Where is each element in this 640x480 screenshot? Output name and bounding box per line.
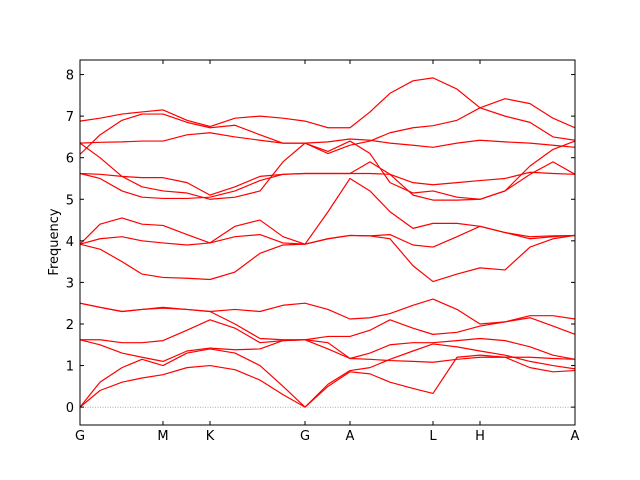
y-tick-label: 8 <box>66 69 74 84</box>
band-line <box>79 339 576 363</box>
band-line <box>79 140 576 200</box>
x-tick-label: G <box>300 429 310 444</box>
band-line <box>79 113 576 155</box>
band-line <box>79 177 576 245</box>
band-line <box>79 343 576 408</box>
y-tick-label: 2 <box>66 318 74 333</box>
band-line <box>79 77 576 129</box>
y-tick-label: 7 <box>66 110 74 125</box>
band-line <box>79 107 576 155</box>
y-tick-label: 4 <box>66 235 74 250</box>
x-tick-label: G <box>75 429 85 444</box>
y-tick-label: 5 <box>66 193 74 208</box>
x-tick-label: K <box>206 429 215 444</box>
x-tick-label: L <box>429 429 437 444</box>
x-tick-label: A <box>571 429 580 444</box>
x-tick-label: A <box>346 429 355 444</box>
band-line <box>80 319 576 360</box>
y-tick-label: 0 <box>66 401 74 416</box>
y-tick-label: 1 <box>66 360 74 375</box>
band-line <box>79 298 576 325</box>
x-tick-label: H <box>475 429 485 444</box>
band-line <box>79 354 576 408</box>
y-tick-label: 3 <box>66 276 74 291</box>
x-tick-label: M <box>157 429 168 444</box>
y-tick-label: 6 <box>66 152 74 167</box>
y-axis-label: Frequency <box>47 208 62 275</box>
plot-frame <box>79 59 576 426</box>
